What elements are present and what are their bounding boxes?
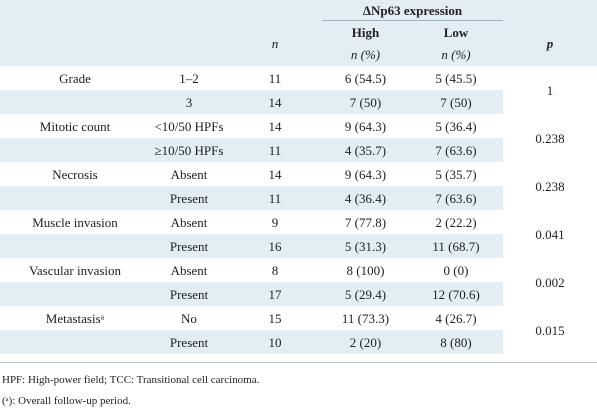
category-label: ≥10/50 HPFs	[150, 138, 228, 162]
n-value: 17	[228, 282, 322, 306]
high-value: 4 (35.7)	[322, 138, 409, 162]
variable-label	[0, 234, 150, 258]
high-value: 9 (64.3)	[322, 162, 409, 186]
table-row: Present 10 2 (20) 8 (80)	[0, 330, 597, 354]
category-label: Present	[150, 234, 228, 258]
n-value: 14	[228, 90, 322, 114]
category-label: Present	[150, 282, 228, 306]
variable-label	[0, 186, 150, 210]
table-row: Grade 1–2 11 6 (54.5) 5 (45.5) 1	[0, 66, 597, 114]
variable-label: Muscle invasion	[0, 210, 150, 234]
high-value: 2 (20)	[322, 330, 409, 354]
table-row: ≥10/50 HPFs 11 4 (35.7) 7 (63.6)	[0, 138, 597, 162]
category-label: Present	[150, 330, 228, 354]
header-row-1: ΔNp63 expression	[0, 0, 597, 21]
header-row-2: n High Low p	[0, 20, 597, 66]
variable-label	[0, 330, 150, 354]
high-subheader: n (%)	[322, 43, 409, 66]
variable-label: Mitotic count	[0, 114, 150, 138]
footnote-abbreviations: HPF: High-power field; TCC: Transitional…	[2, 374, 260, 386]
table-row: Necrosis Absent 14 9 (64.3) 5 (35.7) 0.2…	[0, 162, 597, 210]
n-value: 11	[228, 186, 322, 210]
p-value: 0.238	[503, 114, 597, 162]
n-value: 11	[228, 138, 322, 162]
category-label: No	[150, 306, 228, 330]
table-row: 3 14 7 (50) 7 (50)	[0, 90, 597, 114]
high-header: High	[322, 20, 409, 43]
p-value: 0.015	[503, 306, 597, 354]
low-subheader: n (%)	[409, 43, 504, 66]
category-label: 3	[150, 90, 228, 114]
high-value: 9 (64.3)	[322, 114, 409, 138]
low-value: 12 (70.6)	[409, 282, 504, 306]
table-bottom-rule	[0, 362, 597, 363]
p-value: 0.002	[503, 258, 597, 306]
low-value: 7 (63.6)	[409, 138, 504, 162]
p-header: p	[503, 20, 597, 66]
high-value: 7 (77.8)	[322, 210, 409, 234]
high-value: 5 (29.4)	[322, 282, 409, 306]
high-value: 7 (50)	[322, 90, 409, 114]
table-row: Muscle invasion Absent 9 7 (77.8) 2 (22.…	[0, 210, 597, 258]
expression-table: ΔNp63 expression n High Low p n (%) n (%…	[0, 0, 597, 354]
table-row: Metastasisᵃ No 15 11 (73.3) 4 (26.7) 0.0…	[0, 306, 597, 354]
category-label: Absent	[150, 210, 228, 234]
variable-label	[0, 138, 150, 162]
low-value: 4 (26.7)	[409, 306, 504, 330]
category-label: Absent	[150, 162, 228, 186]
category-label: Present	[150, 186, 228, 210]
footnote-metastasis: (ᵃ): Overall follow-up period.	[2, 395, 131, 407]
n-value: 11	[228, 66, 322, 90]
n-value: 10	[228, 330, 322, 354]
p-value: 1	[503, 66, 597, 114]
low-value: 7 (63.6)	[409, 186, 504, 210]
variable-label: Necrosis	[0, 162, 150, 186]
low-value: 2 (22.2)	[409, 210, 504, 234]
low-value: 11 (68.7)	[409, 234, 504, 258]
p-value: 0.041	[503, 210, 597, 258]
high-value: 4 (36.4)	[322, 186, 409, 210]
table-row: Present 11 4 (36.4) 7 (63.6)	[0, 186, 597, 210]
low-value: 7 (50)	[409, 90, 504, 114]
low-value: 0 (0)	[409, 258, 504, 282]
table-row: Mitotic count <10/50 HPFs 14 9 (64.3) 5 …	[0, 114, 597, 162]
high-value: 11 (73.3)	[322, 306, 409, 330]
low-value: 5 (35.7)	[409, 162, 504, 186]
n-value: 16	[228, 234, 322, 258]
group-title: ΔNp63 expression	[322, 0, 504, 21]
category-label: 1–2	[150, 66, 228, 90]
header-row-3: n (%) n (%)	[0, 43, 597, 66]
n-header: n	[228, 20, 322, 66]
n-value: 14	[228, 114, 322, 138]
table-row: Present 16 5 (31.3) 11 (68.7)	[0, 234, 597, 258]
n-value: 8	[228, 258, 322, 282]
variable-label: Grade	[0, 66, 150, 90]
low-value: 5 (36.4)	[409, 114, 504, 138]
n-value: 15	[228, 306, 322, 330]
low-header: Low	[409, 20, 504, 43]
table-row: Vascular invasion Absent 8 8 (100) 0 (0)…	[0, 258, 597, 306]
p-value: 0.238	[503, 162, 597, 210]
variable-label: Vascular invasion	[0, 258, 150, 282]
low-value: 5 (45.5)	[409, 66, 504, 90]
category-label: <10/50 HPFs	[150, 114, 228, 138]
n-value: 14	[228, 162, 322, 186]
high-value: 6 (54.5)	[322, 66, 409, 90]
variable-label	[0, 90, 150, 114]
high-value: 5 (31.3)	[322, 234, 409, 258]
n-value: 9	[228, 210, 322, 234]
low-value: 8 (80)	[409, 330, 504, 354]
high-value: 8 (100)	[322, 258, 409, 282]
table-row: Present 17 5 (29.4) 12 (70.6)	[0, 282, 597, 306]
variable-label: Metastasisᵃ	[0, 306, 150, 330]
category-label: Absent	[150, 258, 228, 282]
variable-label	[0, 282, 150, 306]
